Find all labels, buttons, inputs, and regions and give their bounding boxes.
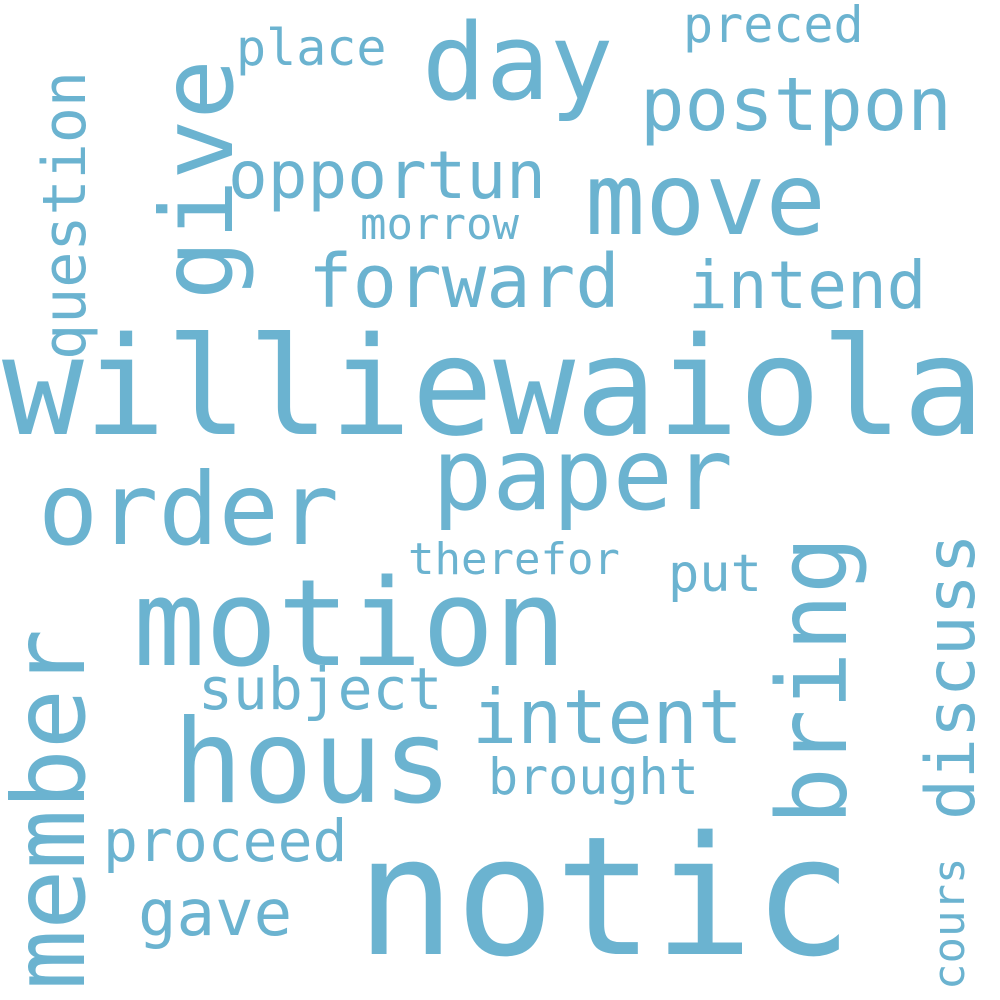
word-discuss: discuss xyxy=(912,533,991,820)
word-notic: notic xyxy=(356,801,853,993)
word-brought: brought xyxy=(488,748,699,806)
word-forward: forward xyxy=(308,239,620,325)
word-put: put xyxy=(668,544,762,604)
word-subject: subject xyxy=(198,655,443,723)
word-day: day xyxy=(422,1,614,124)
word-move: move xyxy=(585,141,826,258)
word-gave: gave xyxy=(138,877,293,951)
word-cours: cours xyxy=(924,857,975,990)
word-williewaiola: williewaiola xyxy=(2,309,985,467)
word-therefor: therefor xyxy=(408,534,620,585)
word-question: question xyxy=(30,71,100,360)
word-postpon: postpon xyxy=(640,62,952,148)
word-morrow: morrow xyxy=(360,199,519,250)
word-motion: motion xyxy=(133,555,567,694)
word-proceed: proceed xyxy=(103,807,348,875)
word-place: place xyxy=(236,19,387,77)
word-preced: preced xyxy=(683,0,864,54)
word-hous: hous xyxy=(173,695,453,830)
word-member: member xyxy=(0,628,108,990)
word-intent: intent xyxy=(472,673,743,761)
word-order: order xyxy=(38,451,340,568)
word-bring: bring xyxy=(757,536,869,825)
word-paper: paper xyxy=(432,416,734,533)
word-opportun: opportun xyxy=(228,137,546,214)
word-intend: intend xyxy=(688,247,927,324)
